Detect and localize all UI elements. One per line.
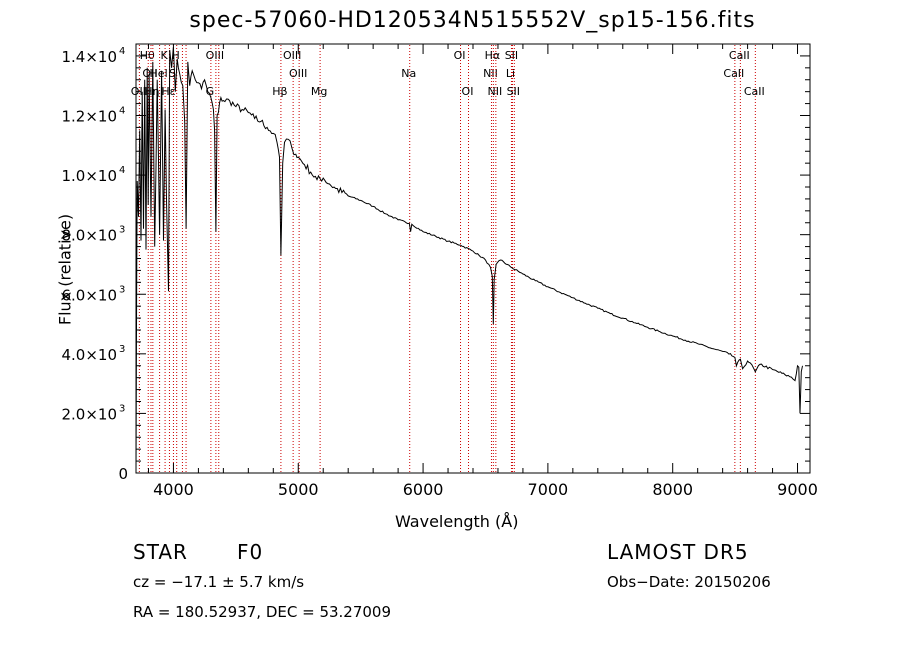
y-tick-label-7: 1.4×10 <box>61 48 117 66</box>
line-marker-label-24: Li <box>506 67 515 80</box>
line-marker-label-15: OIII <box>283 49 301 62</box>
line-marker-label-23: NII <box>487 85 502 98</box>
object-subclass: F0 <box>237 540 264 564</box>
line-marker-label-25: SII <box>505 49 518 62</box>
y-tick-exponent-3: 3 <box>119 284 125 295</box>
y-tick-label-1: 2.0×10 <box>61 405 117 423</box>
x-tick-label-5: 9000 <box>777 480 818 499</box>
y-tick-label-0: 0 <box>118 465 128 483</box>
line-marker-label-17: Mg <box>311 85 327 98</box>
y-tick-exponent-1: 3 <box>119 403 125 414</box>
line-marker-label-27: CaII <box>723 67 744 80</box>
chart-title: spec-57060-HD120534N515552V_sp15-156.fit… <box>189 8 756 33</box>
y-tick-exponent-6: 4 <box>119 106 125 117</box>
y-tick-label-5: 1.0×10 <box>61 167 117 185</box>
x-tick-label-3: 7000 <box>528 480 569 499</box>
line-marker-label-6: Hε <box>161 85 175 98</box>
y-tick-exponent-7: 4 <box>119 46 125 57</box>
line-marker-label-19: OI <box>454 49 466 62</box>
x-tick-label-4: 8000 <box>652 480 693 499</box>
line-marker-label-2: OII <box>142 67 157 80</box>
line-marker-label-22: Hα <box>485 49 501 62</box>
coordinates-readout: RA = 180.52937, DEC = 53.27009 <box>133 603 392 621</box>
x-axis-label: Wavelength (Å) <box>395 512 519 531</box>
line-marker-label-12: OIII <box>206 49 224 62</box>
line-marker-label-26: SII <box>507 85 520 98</box>
line-marker-label-1: Hθ <box>140 49 155 62</box>
line-marker-label-14: Hβ <box>272 85 287 98</box>
y-tick-label-4: 8.0×10 <box>61 227 117 245</box>
y-tick-exponent-4: 3 <box>119 225 125 236</box>
y-tick-label-6: 1.2×10 <box>61 108 117 126</box>
line-marker-label-28: CaII <box>729 49 750 62</box>
y-tick-label-2: 4.0×10 <box>61 346 117 364</box>
line-marker-label-29: CaII <box>744 85 765 98</box>
series-layer <box>136 46 803 473</box>
observation-date: Obs−Date: 20150206 <box>607 573 771 591</box>
y-tick-exponent-2: 3 <box>119 344 125 355</box>
line-marker-label-11: G <box>206 85 215 98</box>
line-marker-layer: OIIHθOIIHηHelKHεSHGOIIIHβOIIIOIIIMgNaOIO… <box>131 45 765 472</box>
line-marker-label-4: Hel <box>150 67 168 80</box>
line-marker-label-20: OI <box>462 85 474 98</box>
line-marker-label-7: S <box>169 67 176 80</box>
line-marker-label-3: Hη <box>144 85 159 98</box>
spectrum-series-0 <box>136 46 803 473</box>
redshift-readout: cz = −17.1 ± 5.7 km/s <box>133 573 305 591</box>
plot-frame <box>135 43 811 474</box>
y-tick-label-3: 6.0×10 <box>61 286 117 304</box>
y-tick-exponent-5: 4 <box>119 165 125 176</box>
line-marker-label-5: K <box>160 49 168 62</box>
x-tick-label-0: 4000 <box>153 480 194 499</box>
line-marker-label-21: NII <box>483 67 498 80</box>
x-tick-label-2: 6000 <box>403 480 444 499</box>
survey-name: LAMOST DR5 <box>607 540 749 564</box>
line-marker-label-8: H <box>172 49 180 62</box>
object-class: STAR <box>133 540 188 564</box>
x-tick-label-1: 5000 <box>278 480 319 499</box>
line-marker-label-16: OIII <box>289 67 307 80</box>
line-marker-label-18: Na <box>401 67 416 80</box>
